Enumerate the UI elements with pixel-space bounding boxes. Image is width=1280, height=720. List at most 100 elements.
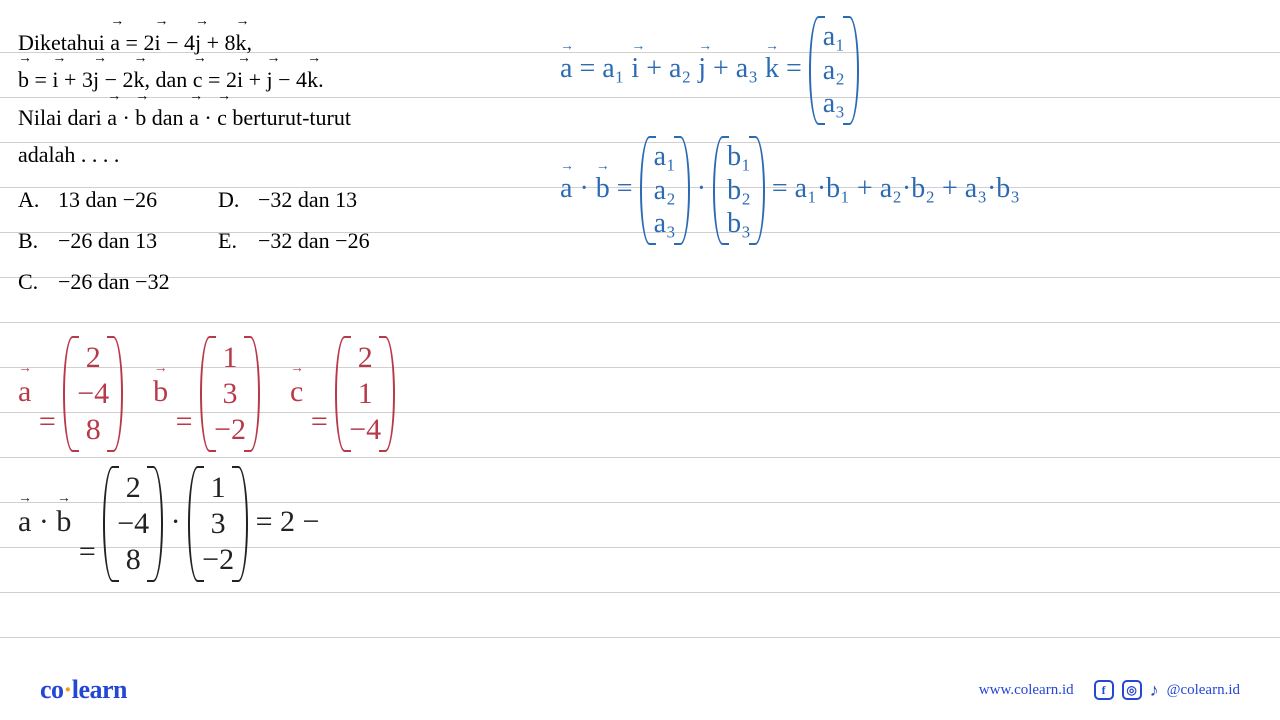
logo-dot: · (64, 675, 72, 704)
option-text: 13 dan −26 (58, 182, 157, 217)
vector-k: k (765, 53, 779, 85)
instagram-icon: ◎ (1122, 680, 1142, 700)
text: = a₁·b₁ + a₂·b₂ + a₃·b₃ (772, 173, 1020, 204)
vector-c-column: 2 1 −4 (335, 340, 395, 448)
text: · (122, 105, 135, 130)
matrix-cell: 1 (211, 470, 226, 506)
text: . (318, 67, 324, 92)
vector-b: b (153, 375, 168, 409)
matrix-cell: a₃ (654, 207, 676, 241)
vector-a: a (18, 375, 31, 409)
vector-a: a (560, 53, 572, 85)
option-letter: E. (218, 223, 242, 258)
text: = (176, 405, 200, 438)
option-letter: B. (18, 223, 42, 258)
matrix-cell: 8 (86, 412, 101, 448)
text: · (171, 505, 181, 538)
text: + a₂ (646, 53, 691, 84)
option-text: −26 dan −32 (58, 264, 170, 299)
problem-line-2: b = i + 3j − 2k, dan c = 2i + j − 4k. (18, 61, 538, 98)
logo-learn: learn (72, 675, 127, 704)
option-a: A. 13 dan −26 (18, 182, 218, 217)
vector-c: c (290, 375, 303, 409)
text: − 4 (278, 67, 307, 92)
text: = (79, 535, 103, 568)
option-text: −26 dan 13 (58, 223, 157, 258)
vector-i: i (52, 61, 58, 98)
option-e: E. −32 dan −26 (218, 223, 418, 258)
problem-text: Diketahui a = 2i − 4j + 8k, b = i + 3j −… (18, 24, 538, 299)
vector-a: a (189, 99, 199, 136)
option-c: C. −26 dan −32 (18, 264, 218, 299)
text: = (311, 405, 335, 438)
vector-c: c (217, 99, 227, 136)
vector-b: b (596, 173, 610, 205)
blue-formula-vector-def: a = a₁ i + a₂ j + a₃ k = a₁ a₂ a₃ (560, 20, 859, 121)
text: Nilai dari (18, 105, 107, 130)
text: = (35, 67, 53, 92)
option-letter: A. (18, 182, 42, 217)
text: = (786, 53, 809, 84)
matrix-cell: 3 (211, 506, 226, 542)
matrix-cell: −4 (349, 412, 381, 448)
matrix-cell: 2 (86, 340, 101, 376)
colearn-logo: co·learn (40, 675, 127, 705)
footer: co·learn www.colearn.id f ◎ ♪ @colearn.i… (0, 660, 1280, 720)
text: = (617, 173, 640, 204)
vector-a-column: 2 −4 8 (63, 340, 123, 448)
column-vector-a: a₁ a₂ a₃ (809, 20, 859, 121)
vector-k: k (307, 61, 318, 98)
vector-b: b (135, 99, 146, 136)
black-calculation: a · b = 2 −4 8 · 1 3 −2 = 2 − (18, 470, 319, 578)
vector-b-column: 1 3 −2 (188, 470, 248, 578)
text: dan (152, 105, 189, 130)
option-text: −32 dan −26 (258, 223, 370, 258)
vector-i: i (237, 61, 243, 98)
answer-options: A. 13 dan −26 D.−32 dan 13 B. −26 dan 13 E… (18, 182, 538, 300)
text: = a₁ (579, 53, 624, 84)
option-b: B. −26 dan 13 (18, 223, 218, 258)
option-text: −32 dan 13 (258, 182, 357, 217)
matrix-cell: 1 (223, 340, 238, 376)
matrix-cell: a₃ (823, 87, 845, 121)
vector-b: b (18, 61, 29, 98)
text: · (39, 505, 49, 538)
text: = 2 − (256, 505, 320, 538)
facebook-icon: f (1094, 680, 1114, 700)
footer-right: www.colearn.id f ◎ ♪ @colearn.id (979, 680, 1240, 701)
vector-a: a (107, 99, 117, 136)
matrix-cell: −2 (202, 542, 234, 578)
matrix-cell: 2 (126, 470, 141, 506)
tiktok-icon: ♪ (1150, 680, 1159, 701)
column-vector-a: a₁ a₂ a₃ (640, 140, 690, 241)
vector-j: j (267, 61, 273, 98)
text: berturut-turut (232, 105, 351, 130)
social-icons: f ◎ ♪ @colearn.id (1094, 680, 1240, 701)
matrix-cell: b₁ (727, 140, 751, 174)
text: + 8 (207, 30, 236, 55)
matrix-cell: 3 (223, 376, 238, 412)
text: , dan (145, 67, 193, 92)
red-vectors-row: a = 2 −4 8 b = 1 3 −2 c = 2 1 −4 (18, 340, 395, 448)
matrix-cell: −2 (214, 412, 246, 448)
matrix-cell: 2 (358, 340, 373, 376)
vector-i: i (631, 53, 639, 85)
text: · (697, 173, 706, 204)
vector-a: a (18, 505, 31, 539)
social-handle: @colearn.id (1167, 682, 1240, 699)
option-d: D.−32 dan 13 (218, 182, 418, 217)
text: = (39, 405, 63, 438)
website-url: www.colearn.id (979, 682, 1074, 699)
text: · (204, 105, 217, 130)
problem-line-4: adalah . . . . (18, 136, 538, 173)
matrix-cell: −4 (117, 506, 149, 542)
vector-a-column: 2 −4 8 (103, 470, 163, 578)
option-letter: C. (18, 264, 42, 299)
logo-co: co (40, 675, 64, 704)
text: − 4 (166, 30, 195, 55)
matrix-cell: b₃ (727, 207, 751, 241)
matrix-cell: a₁ (654, 140, 676, 174)
vector-b: b (56, 505, 71, 539)
vector-i: i (154, 24, 160, 61)
matrix-cell: b₂ (727, 174, 751, 208)
